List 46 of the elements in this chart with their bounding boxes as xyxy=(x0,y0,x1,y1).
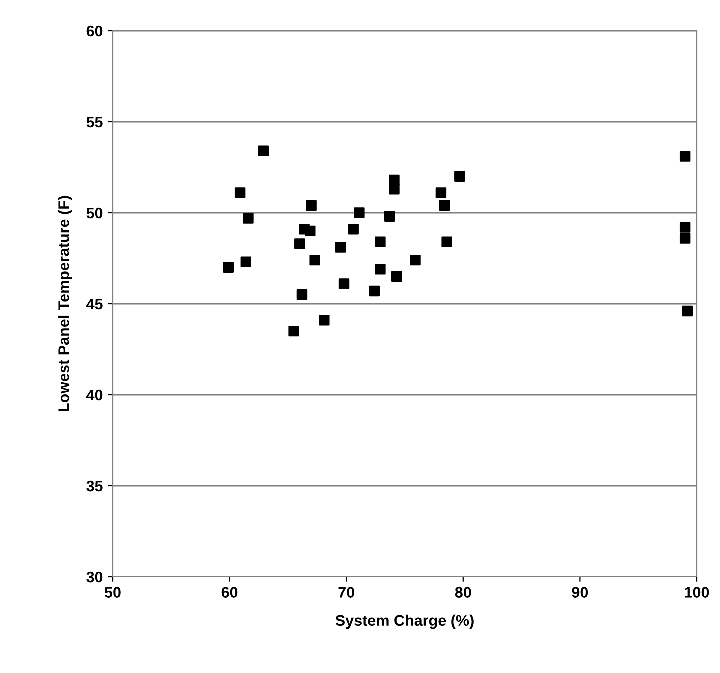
y-tick-label: 45 xyxy=(86,299,103,310)
point xyxy=(682,306,694,317)
point xyxy=(319,315,330,326)
point xyxy=(680,222,691,233)
point xyxy=(369,286,380,297)
x-tick-label: 50 xyxy=(104,587,121,598)
y-tick-label: 55 xyxy=(86,117,103,128)
point xyxy=(294,238,306,250)
x-tick-label: 100 xyxy=(685,587,710,598)
x-tick-label: 80 xyxy=(455,587,472,598)
point xyxy=(258,146,270,156)
point xyxy=(389,184,400,195)
point xyxy=(384,211,396,222)
x-tick-label: 90 xyxy=(572,587,588,598)
y-tick-label: 35 xyxy=(86,480,103,492)
y-tick-label: 40 xyxy=(86,390,103,401)
point xyxy=(338,278,350,290)
point xyxy=(375,264,386,275)
point xyxy=(234,188,246,198)
point xyxy=(223,262,234,273)
point xyxy=(454,171,466,182)
point xyxy=(375,236,386,248)
x-axis-title: System Charge (%) xyxy=(336,614,474,630)
point xyxy=(436,188,447,198)
x-tick-label: 60 xyxy=(222,587,238,598)
y-tick-label: 50 xyxy=(86,208,103,219)
point xyxy=(354,208,365,218)
point xyxy=(243,213,254,224)
point xyxy=(310,254,320,266)
x-tick-label: 70 xyxy=(338,587,354,598)
point xyxy=(680,233,691,244)
point xyxy=(288,326,300,337)
point xyxy=(439,200,450,212)
y-tick-label: 60 xyxy=(86,26,103,37)
point xyxy=(410,254,421,266)
point xyxy=(348,224,359,235)
point xyxy=(680,151,691,162)
y-axis-title: Lowest Panel Temperature (F) xyxy=(58,196,72,412)
y-tick-label: 30 xyxy=(86,572,103,583)
point xyxy=(442,236,452,248)
point xyxy=(240,256,252,268)
point xyxy=(391,271,402,282)
point xyxy=(296,290,308,300)
point xyxy=(335,242,346,253)
point xyxy=(305,226,316,237)
point xyxy=(306,200,317,212)
